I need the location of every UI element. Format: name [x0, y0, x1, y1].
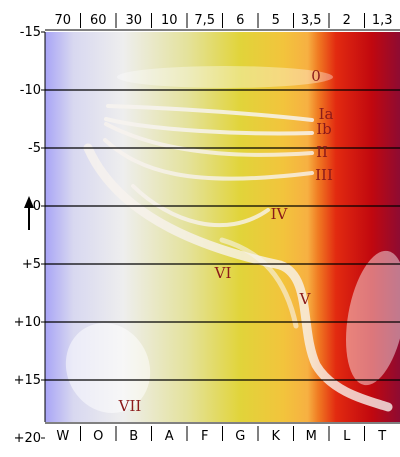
top-axis-label: 6 [236, 13, 244, 28]
luminosity-class-label: IV [271, 205, 289, 223]
bottom-axis-label: B [129, 429, 138, 444]
luminosity-bands [83, 104, 393, 412]
band-ia [106, 104, 314, 122]
bottom-axis-label: G [235, 429, 245, 444]
bottom-axis-label: O [93, 429, 103, 444]
bottom-axis-label: W [56, 429, 69, 444]
luminosity-class-label: VII [118, 397, 142, 415]
bottom-axis-label: L [343, 429, 351, 444]
band-ib [104, 117, 314, 136]
left-tick-label: +20 [14, 431, 41, 446]
left-tick-label: +10 [14, 315, 41, 330]
luminosity-class-label: Ia [319, 105, 334, 123]
top-axis-label: 5 [272, 13, 280, 28]
up-arrow-icon [24, 196, 34, 230]
top-axis-label: 60 [90, 13, 107, 28]
band-iii [103, 138, 314, 181]
top-axis-label: 2 [343, 13, 351, 28]
left-axis: -15 -10 -5 0 +5 +10 +15 +20 [14, 25, 46, 446]
top-axis-label: 10 [161, 13, 178, 28]
luminosity-class-label: V [299, 290, 312, 308]
left-tick-label: +5 [22, 257, 41, 272]
top-axis-label: 1,3 [372, 13, 393, 28]
top-axis-label: 7,5 [194, 13, 215, 28]
bottom-axis-label: K [271, 429, 280, 444]
left-tick-label: -15 [20, 25, 41, 40]
left-tick-label: -5 [28, 141, 41, 156]
luminosity-class-label: 0 [311, 67, 321, 85]
band-iv [131, 184, 270, 228]
brown-dwarf-region [346, 250, 400, 386]
top-axis: 70 60 30 10 7,5 6 5 3,5 2 1,3 [45, 13, 400, 31]
left-tick-label: +15 [14, 373, 41, 388]
luminosity-class-label: VI [214, 264, 232, 282]
star-regions [65, 66, 400, 413]
grid-lines [45, 89, 400, 381]
bottom-axis-label: M [306, 429, 317, 444]
luminosity-class-label: III [315, 166, 333, 184]
luminosity-class-label: Ib [316, 120, 332, 138]
bottom-axis-label: F [201, 429, 208, 444]
white-dwarf-region [65, 323, 151, 413]
band-vi [219, 237, 299, 329]
hypergiant-region [117, 66, 333, 88]
left-tick-label: -10 [20, 83, 41, 98]
luminosity-class-label: II [316, 143, 328, 161]
top-axis-label: 3,5 [301, 13, 322, 28]
band-v [83, 143, 393, 412]
top-axis-label: 70 [54, 13, 71, 28]
left-tick-label: 0 [33, 199, 41, 214]
top-axis-label: 30 [125, 13, 142, 28]
bottom-axis-label: A [165, 429, 174, 444]
bottom-axis-label: T [377, 429, 386, 444]
